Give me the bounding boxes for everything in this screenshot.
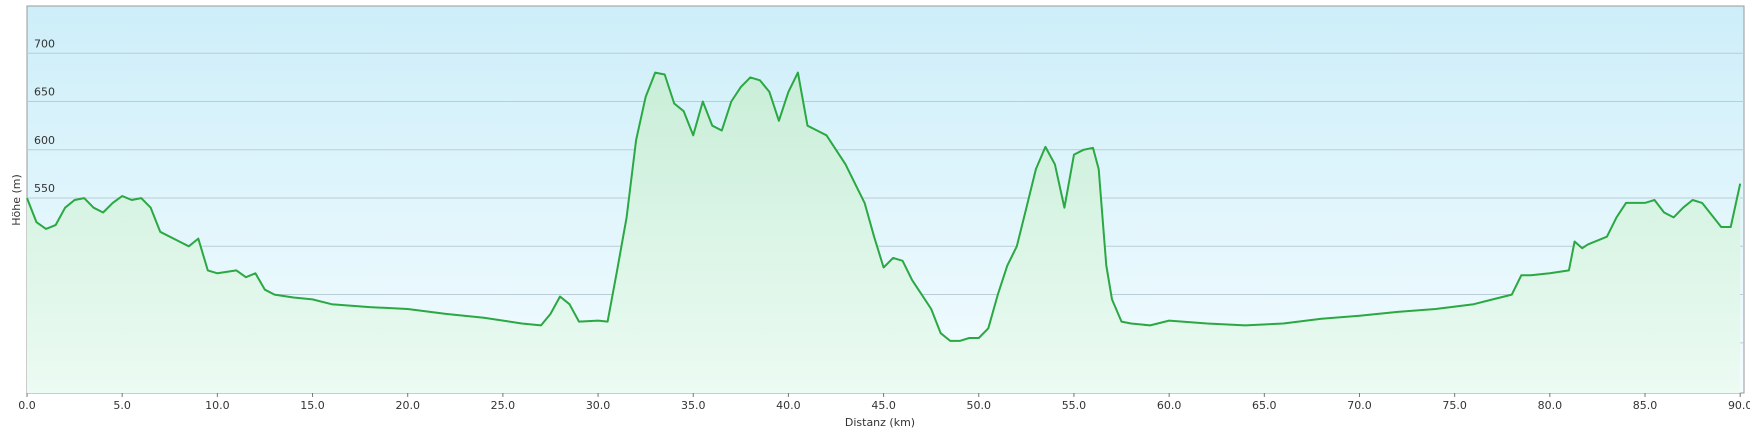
- x-tick-label: 60.0: [1157, 399, 1182, 412]
- x-tick-label: 65.0: [1252, 399, 1277, 412]
- elevation-line: [26, 71, 1742, 342]
- x-tick-label: 5.0: [113, 399, 131, 412]
- x-tick-label: 90.0: [1728, 399, 1750, 412]
- x-tick-label: 70.0: [1347, 399, 1372, 412]
- y-tick-label: 650: [34, 86, 55, 99]
- x-tick-label: 30.0: [586, 399, 611, 412]
- x-tick-label: 45.0: [871, 399, 896, 412]
- x-tick-label: 25.0: [491, 399, 516, 412]
- x-tick-label: 80.0: [1538, 399, 1563, 412]
- x-tick-label: 75.0: [1442, 399, 1467, 412]
- y-tick-label: 600: [34, 134, 55, 147]
- area-fill: [27, 72, 1741, 393]
- x-tick-label: 55.0: [1062, 399, 1087, 412]
- x-tick-label: 15.0: [300, 399, 325, 412]
- y-tick-label: 550: [34, 182, 55, 195]
- x-tick-label: 35.0: [681, 399, 706, 412]
- x-tick-label: 50.0: [967, 399, 992, 412]
- x-tick-label: 20.0: [395, 399, 420, 412]
- y-tick-label: 700: [34, 37, 55, 50]
- y-axis-title: Höhe (m): [10, 174, 23, 226]
- x-tick-label: 85.0: [1633, 399, 1658, 412]
- x-tick-label: 10.0: [205, 399, 230, 412]
- x-tick-label: 0.0: [18, 399, 36, 412]
- x-tick-label: 40.0: [776, 399, 801, 412]
- x-axis-title: Distanz (km): [845, 416, 915, 429]
